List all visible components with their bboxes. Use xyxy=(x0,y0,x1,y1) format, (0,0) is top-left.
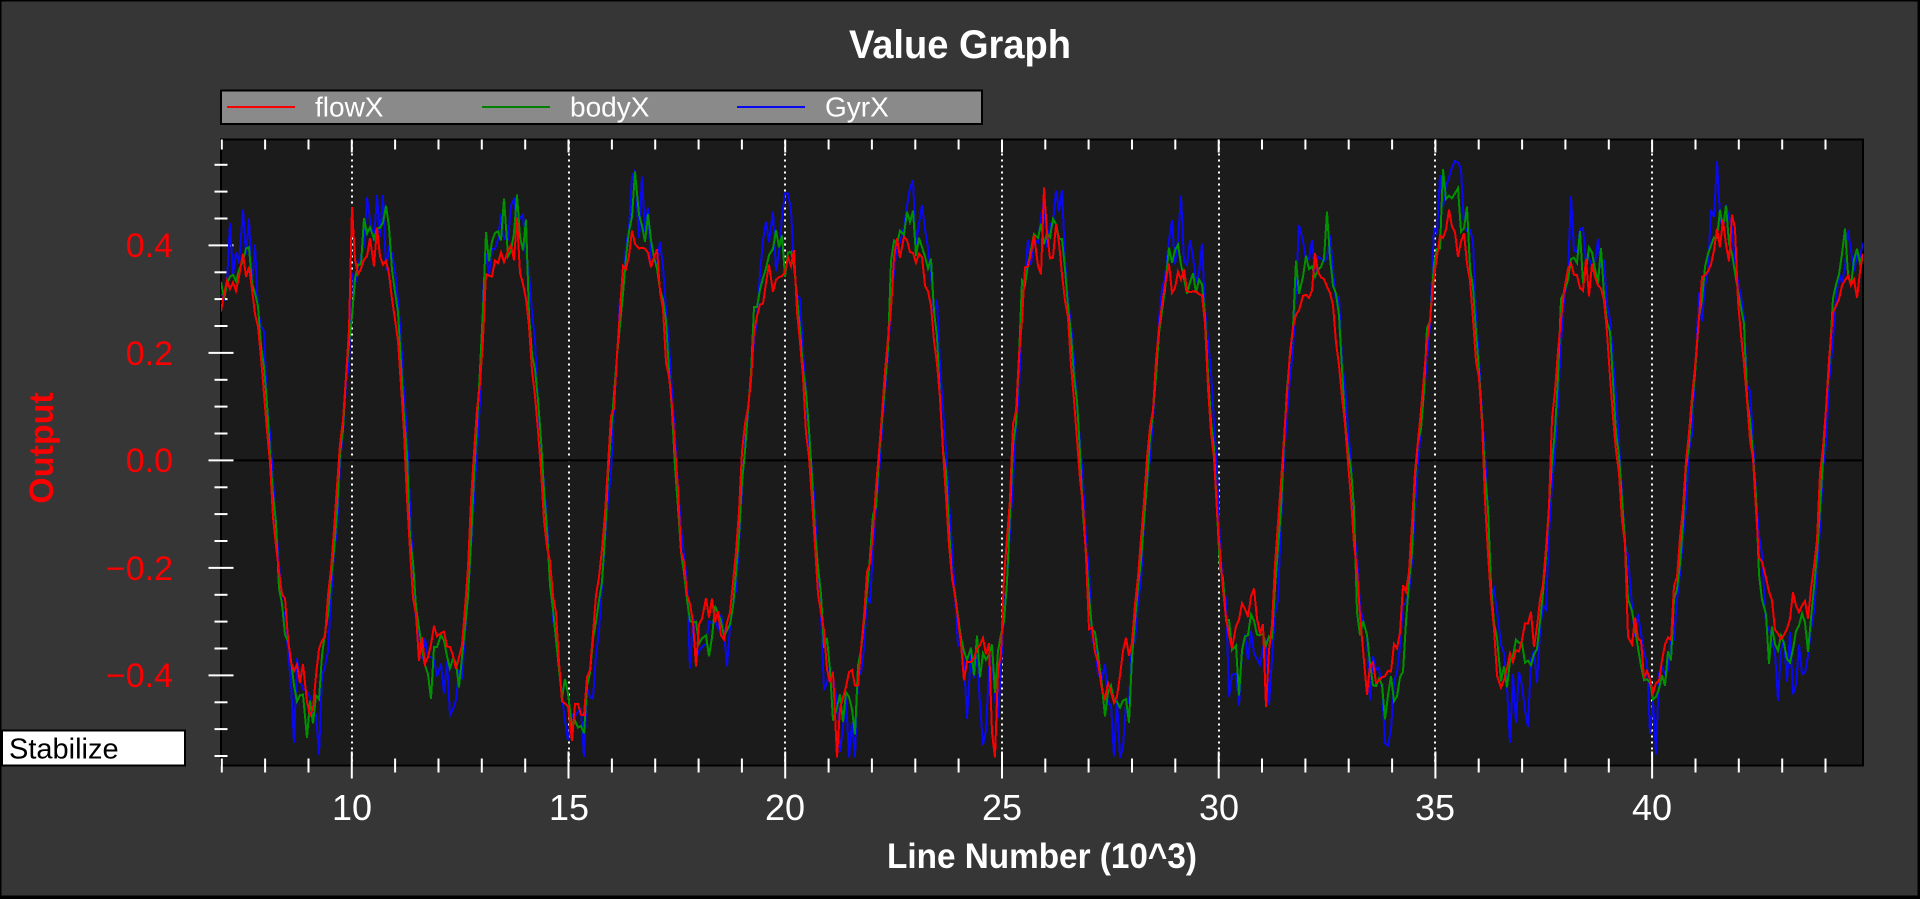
svg-text:flowX: flowX xyxy=(315,92,384,123)
svg-text:35: 35 xyxy=(1415,787,1455,828)
svg-text:40: 40 xyxy=(1632,787,1672,828)
svg-text:bodyX: bodyX xyxy=(570,92,650,123)
svg-text:0.2: 0.2 xyxy=(126,335,173,373)
svg-text:Line Number (10^3): Line Number (10^3) xyxy=(887,837,1197,876)
svg-text:15: 15 xyxy=(549,787,589,828)
svg-text:20: 20 xyxy=(765,787,805,828)
svg-text:Output: Output xyxy=(23,392,61,503)
svg-text:0.4: 0.4 xyxy=(126,227,173,265)
svg-text:−0.4: −0.4 xyxy=(106,657,173,695)
svg-text:Value Graph: Value Graph xyxy=(849,23,1071,67)
svg-text:Stabilize: Stabilize xyxy=(9,734,119,766)
svg-text:30: 30 xyxy=(1199,787,1239,828)
svg-text:0.0: 0.0 xyxy=(126,442,173,480)
svg-text:10: 10 xyxy=(332,787,372,828)
svg-text:25: 25 xyxy=(982,787,1022,828)
svg-text:GyrX: GyrX xyxy=(825,92,889,123)
svg-text:−0.2: −0.2 xyxy=(106,550,173,588)
